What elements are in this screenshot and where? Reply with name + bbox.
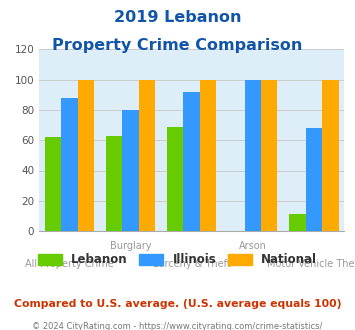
Bar [200,80,217,231]
Bar [306,128,322,231]
Text: Larceny & Theft: Larceny & Theft [153,259,231,269]
Bar [184,92,200,231]
Bar [245,80,261,231]
Text: © 2024 CityRating.com - https://www.cityrating.com/crime-statistics/: © 2024 CityRating.com - https://www.city… [32,322,323,330]
Bar [139,80,155,231]
Legend: Lebanon, Illinois, National: Lebanon, Illinois, National [38,253,317,266]
Text: Property Crime Comparison: Property Crime Comparison [52,38,303,53]
Bar [322,80,339,231]
Bar [167,127,184,231]
Text: All Property Crime: All Property Crime [25,259,114,269]
Text: Motor Vehicle Theft: Motor Vehicle Theft [267,259,355,269]
Bar [261,80,278,231]
Bar [106,136,122,231]
Text: Burglary: Burglary [110,241,151,251]
Bar [78,80,94,231]
Text: Compared to U.S. average. (U.S. average equals 100): Compared to U.S. average. (U.S. average … [14,299,341,309]
Text: 2019 Lebanon: 2019 Lebanon [114,10,241,25]
Bar [122,110,139,231]
Text: Arson: Arson [239,241,267,251]
Bar [45,137,61,231]
Bar [289,214,306,231]
Bar [61,98,78,231]
